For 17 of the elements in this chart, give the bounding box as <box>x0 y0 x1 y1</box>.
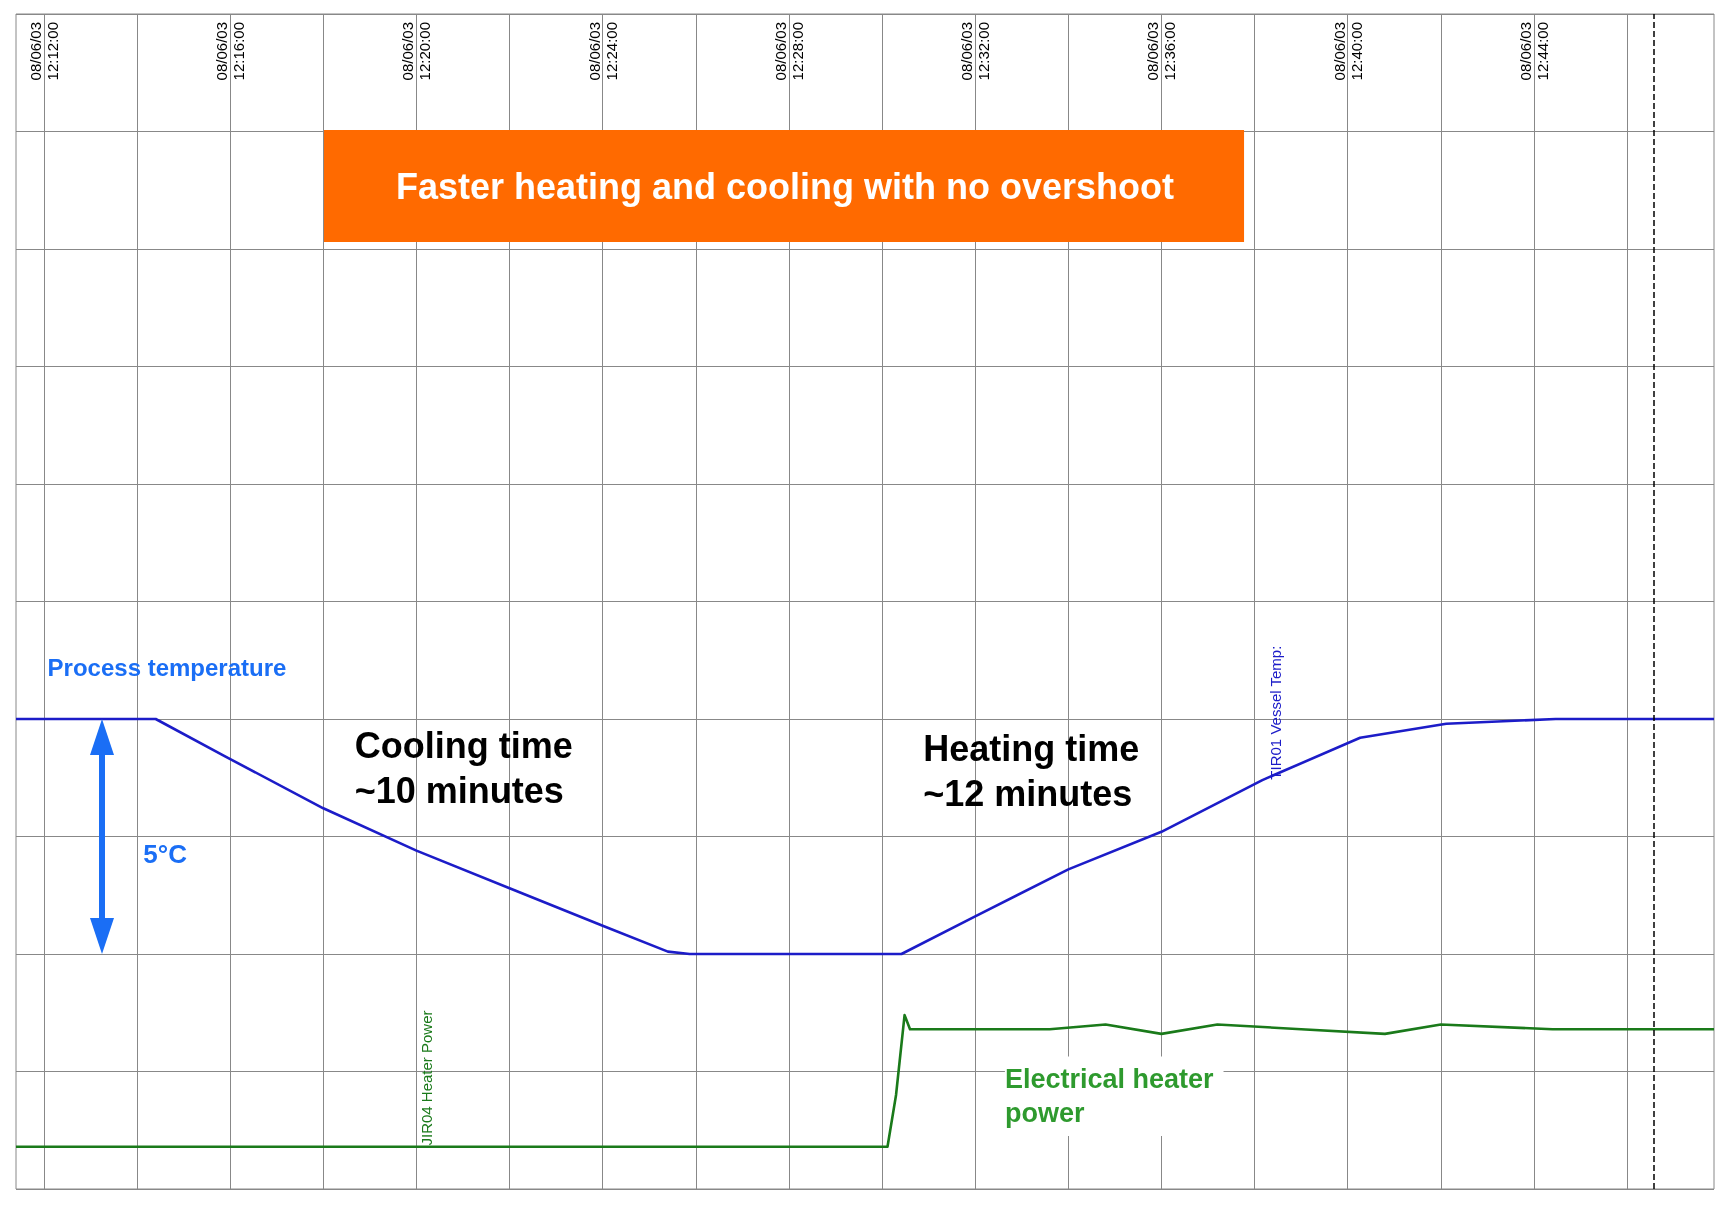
annotation: TIR01 Vessel Temp: <box>1267 645 1285 780</box>
x-tick-label: 08/06/03 12:20:00 <box>399 22 434 81</box>
x-tick-label: 08/06/03 12:40:00 <box>1330 22 1365 81</box>
chart-title: Faster heating and cooling with no overshoot <box>396 165 1175 207</box>
text: Process temperature <box>47 653 287 681</box>
annotation: Cooling time ~10 minutes <box>354 725 573 812</box>
x-tick-label: 08/06/03 12:44:00 <box>1516 22 1551 81</box>
x-tick-label: 08/06/03 12:12:00 <box>26 22 61 81</box>
x-tick-label: 08/06/03 12:32:00 <box>958 22 993 81</box>
annotation: Electrical heater power <box>1004 1064 1215 1129</box>
annotation: Heating time ~12 minutes <box>923 727 1140 814</box>
annotation: 5°C <box>143 839 188 870</box>
x-tick-label: 08/06/03 12:28:00 <box>771 22 806 81</box>
x-tick-label: 08/06/03 12:16:00 <box>213 22 248 81</box>
x-tick-label: 08/06/03 12:24:00 <box>585 22 620 81</box>
x-tick-label: 08/06/03 12:36:00 <box>1144 22 1179 81</box>
annotation: JIR04 Heater Power <box>417 1010 435 1146</box>
